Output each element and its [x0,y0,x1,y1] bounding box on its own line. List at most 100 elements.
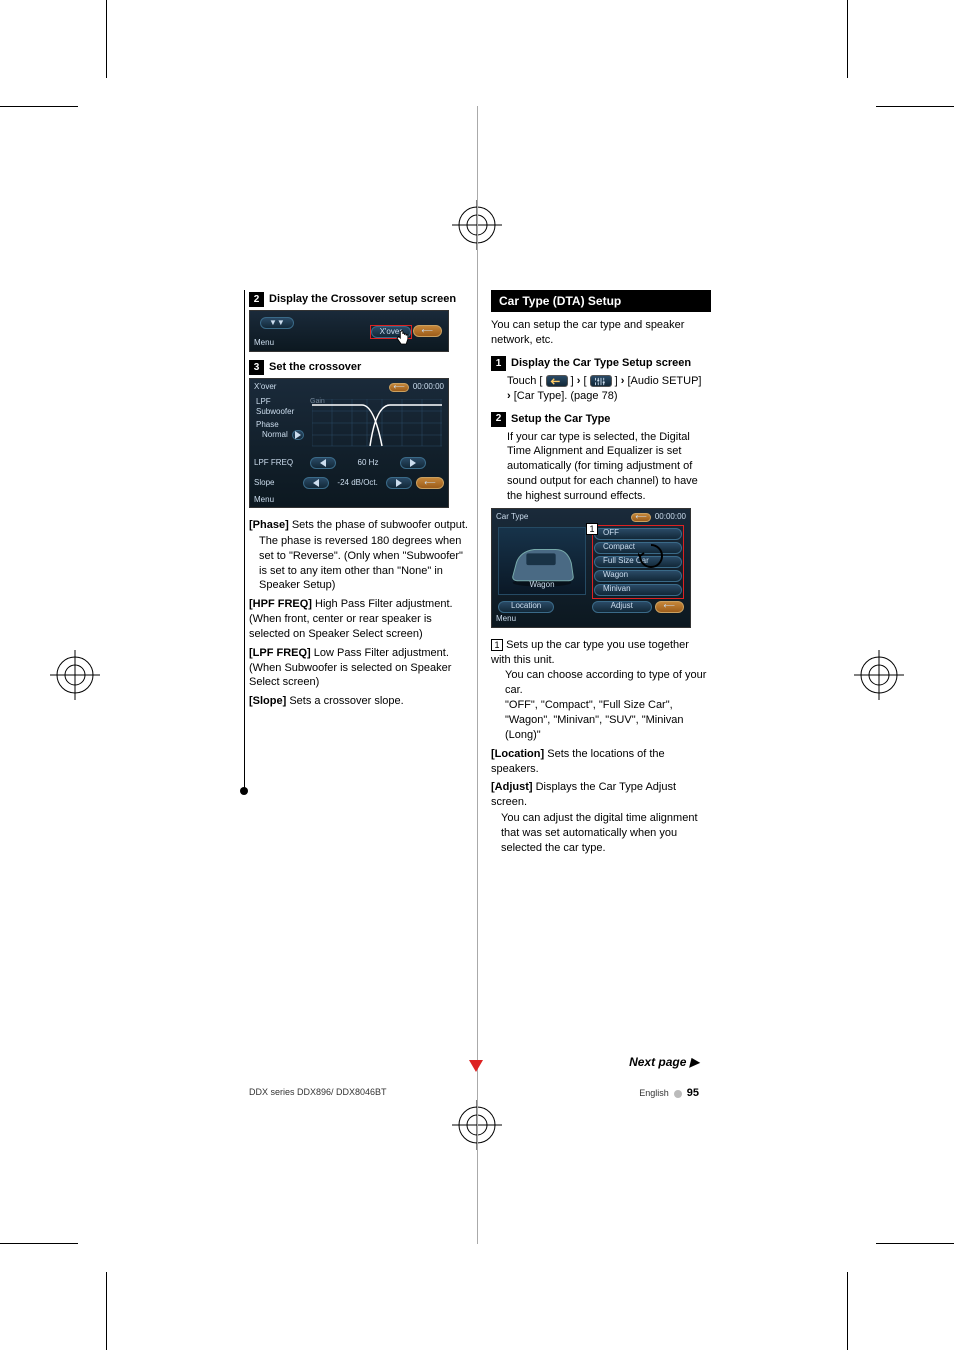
chevron-icon: › [507,390,511,402]
cartype-option-off[interactable]: OFF [594,528,682,540]
bracket-text: [ [583,375,586,387]
step-2-label: Display the Crossover setup screen [269,292,456,307]
continue-arrow-icon [469,1060,483,1072]
clock-label: 00:00:00 [413,382,444,393]
crop-mark [847,0,848,78]
hpf-term: [HPF FREQ] [249,598,312,610]
phase-label: Phase [256,420,304,430]
location-button[interactable]: Location [498,601,554,613]
slope-label: Slope [254,478,299,489]
menu-label: Menu [254,338,274,349]
crossover-graph-icon [312,399,442,447]
touch-text: Touch [ [507,375,542,387]
step-2-heading: 2 Setup the Car Type [491,412,711,427]
step-2-label: Setup the Car Type [511,412,610,427]
step-1-label: Display the Car Type Setup screen [511,356,691,371]
footer-dot-icon [674,1090,682,1098]
lpf-freq-next-button[interactable] [400,457,426,469]
callout-1-number: 1 [491,639,503,651]
scroll-gesture-icon [638,543,664,569]
page-number: 95 [687,1087,699,1099]
back-button[interactable]: ⟵ [413,325,442,337]
tabs-button[interactable]: ▼▼ [260,317,294,329]
chevron-icon: › [577,375,581,387]
bracket-text: ] [615,375,618,387]
crossover-topbar-screenshot: ▼▼ X'over ⟵ Menu [249,310,449,352]
footer-language: English [639,1088,669,1098]
crop-mark [106,1272,107,1350]
adjust-term: [Adjust] [491,781,533,793]
page-spine [477,106,478,1244]
step-number: 1 [491,356,506,371]
adjust-button[interactable]: Adjust [592,601,652,613]
slope-desc: Sets a crossover slope. [289,695,403,707]
registration-target-icon [50,650,100,700]
chevron-icon: › [621,375,625,387]
crop-mark [847,1272,848,1350]
crop-mark [876,1243,954,1244]
audio-setup-text: [Audio SETUP] [628,375,702,387]
clock-label: 00:00:00 [655,512,686,523]
crop-mark [876,106,954,107]
cartype-option-wagon[interactable]: Wagon [594,570,682,582]
slope-next-button[interactable] [386,477,412,489]
callout-1-body2: "OFF", "Compact", "Full Size Car", "Wago… [491,698,711,743]
next-page-label: Next page ▶ [629,1055,699,1069]
hand-cursor-icon [392,329,412,349]
phase-body: The phase is reversed 180 degrees when s… [249,534,469,593]
callout-1-item: 1 Sets up the car type you use together … [491,638,711,743]
adjust-body: You can adjust the digital time alignmen… [491,811,711,856]
screen-title: Car Type [496,512,528,523]
back-icon[interactable]: ⟵ [389,383,408,392]
step-number: 2 [249,292,264,307]
slope-term: [Slope] [249,695,286,707]
registration-target-icon [854,650,904,700]
callout-1-body1: You can choose according to type of your… [491,668,711,698]
crop-mark [0,106,78,107]
phase-item: [Phase] Sets the phase of subwoofer outp… [249,518,469,593]
bracket-text: ] [571,375,574,387]
right-column: Car Type (DTA) Setup You can setup the c… [491,290,711,856]
phase-value: Normal [256,430,288,440]
settings-icon [590,375,612,387]
screen-title: X'over [254,382,276,393]
footer-product: DDX series DDX896/ DDX8046BT [249,1087,387,1099]
step-2-body: If your car type is selected, the Digita… [491,430,711,504]
lpf-freq-label: LPF FREQ [254,458,306,469]
margin-guide-line [240,290,248,790]
crop-mark [0,1243,78,1244]
cartype-option-minivan[interactable]: Minivan [594,584,682,596]
subwoofer-label: Subwoofer [256,407,304,417]
section-intro: You can setup the car type and speaker n… [491,318,711,348]
back-icon[interactable]: ⟵ [631,513,650,522]
step-3-heading: 3 Set the crossover [249,360,469,375]
step-1-body: Touch [ ] › [ ] › [Audio SETUP] › [Car T… [491,374,711,404]
step-2-heading: 2 Display the Crossover setup screen [249,292,469,307]
hpf-item: [HPF FREQ] High Pass Filter adjustment. … [249,597,469,642]
lpf-freq-value: 60 Hz [340,458,396,469]
menu-label: Menu [254,495,274,506]
back-button[interactable]: ⟵ [416,477,444,489]
crossover-settings-screenshot: X'over ⟵ 00:00:00 LPF Subwoofer Phase No… [249,378,449,508]
phase-next-button[interactable] [292,430,304,440]
callout-1-marker: 1 [586,523,598,535]
adjust-item: [Adjust] Displays the Car Type Adjust sc… [491,780,711,855]
back-arrow-icon [546,375,568,387]
step-1-heading: 1 Display the Car Type Setup screen [491,356,711,371]
menu-label: Menu [496,614,516,625]
slope-value: -24 dB/Oct. [333,478,382,489]
section-title: Car Type (DTA) Setup [491,290,711,312]
slope-item: [Slope] Sets a crossover slope. [249,694,469,709]
slope-prev-button[interactable] [303,477,329,489]
phase-desc: Sets the phase of subwoofer output. [292,519,468,531]
step-3-label: Set the crossover [269,360,361,375]
car-type-label: Wagon [499,580,585,591]
lpf-freq-prev-button[interactable] [310,457,336,469]
cartype-setup-screenshot: Car Type ⟵ 00:00:00 Wagon OFF Co [491,508,691,628]
step-number: 3 [249,360,264,375]
phase-term: [Phase] [249,519,289,531]
back-button[interactable]: ⟵ [655,601,684,613]
location-item: [Location] Sets the locations of the spe… [491,747,711,777]
lpf-item: [LPF FREQ] Low Pass Filter adjustment. (… [249,646,469,691]
cartype-page-text: [Car Type]. (page 78) [514,390,618,402]
